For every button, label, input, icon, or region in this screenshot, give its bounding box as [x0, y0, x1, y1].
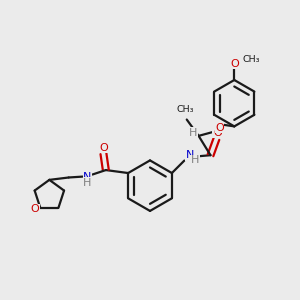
- Text: H: H: [83, 178, 92, 188]
- Text: CH₃: CH₃: [243, 55, 260, 64]
- Text: O: O: [213, 128, 222, 138]
- Text: O: O: [99, 143, 108, 153]
- Text: N: N: [83, 172, 92, 182]
- Text: N: N: [185, 150, 194, 160]
- Text: O: O: [230, 59, 239, 69]
- Text: H: H: [189, 128, 197, 138]
- Text: H: H: [190, 155, 199, 165]
- Text: CH₃: CH₃: [176, 105, 194, 114]
- Text: O: O: [31, 204, 39, 214]
- Text: O: O: [215, 123, 224, 133]
